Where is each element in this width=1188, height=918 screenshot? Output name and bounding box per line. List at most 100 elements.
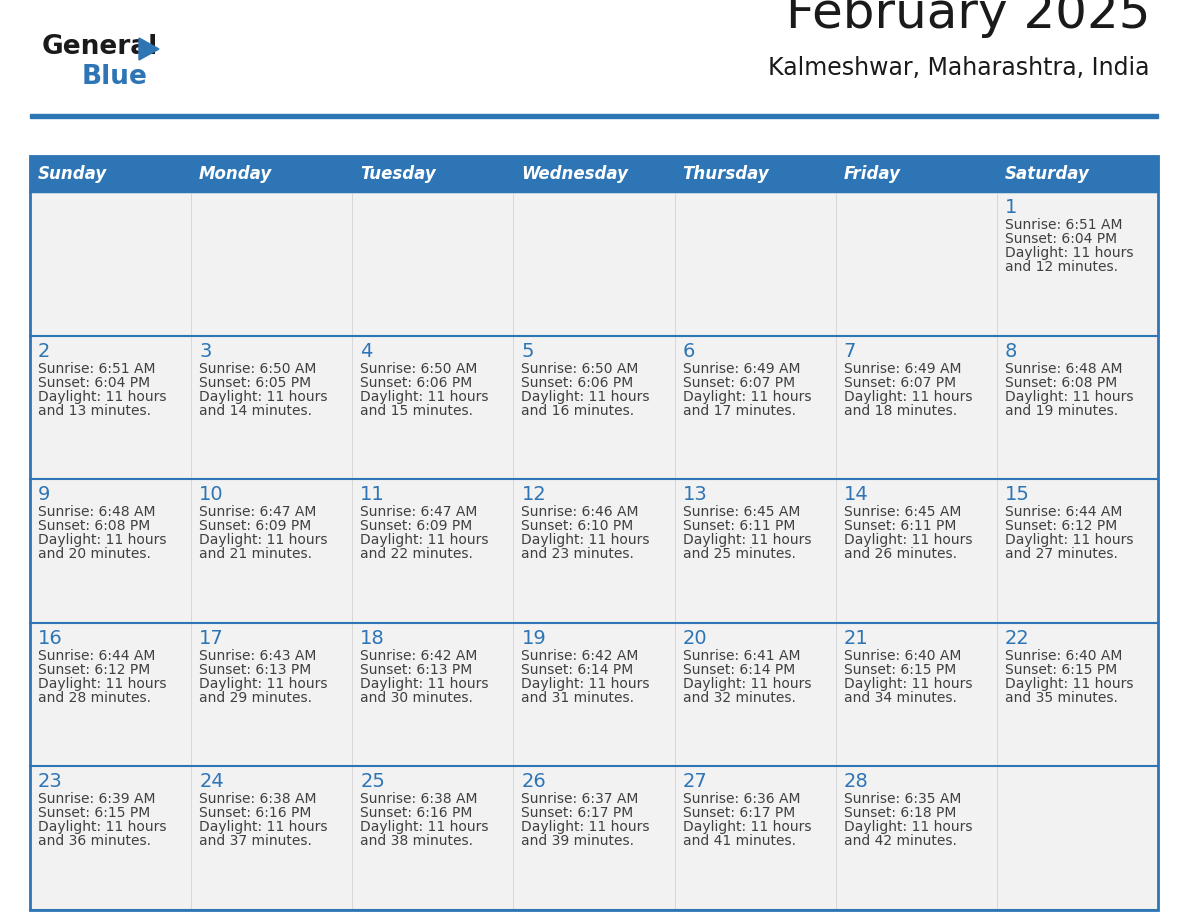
Text: Sunset: 6:13 PM: Sunset: 6:13 PM <box>200 663 311 677</box>
Text: and 30 minutes.: and 30 minutes. <box>360 691 473 705</box>
Text: Kalmeshwar, Maharashtra, India: Kalmeshwar, Maharashtra, India <box>769 56 1150 80</box>
Text: Thursday: Thursday <box>683 165 770 183</box>
Text: and 20 minutes.: and 20 minutes. <box>38 547 151 561</box>
Text: Sunset: 6:11 PM: Sunset: 6:11 PM <box>683 520 795 533</box>
Bar <box>30 622 1158 767</box>
Text: Sunrise: 6:51 AM: Sunrise: 6:51 AM <box>38 362 156 375</box>
Text: Sunrise: 6:51 AM: Sunrise: 6:51 AM <box>1005 218 1123 232</box>
Text: Sunrise: 6:44 AM: Sunrise: 6:44 AM <box>38 649 156 663</box>
Text: Sunset: 6:16 PM: Sunset: 6:16 PM <box>200 806 311 821</box>
Text: 8: 8 <box>1005 341 1017 361</box>
Text: and 29 minutes.: and 29 minutes. <box>200 691 312 705</box>
Text: and 34 minutes.: and 34 minutes. <box>843 691 956 705</box>
Text: General: General <box>42 34 158 60</box>
Text: Daylight: 11 hours: Daylight: 11 hours <box>522 389 650 404</box>
Text: 17: 17 <box>200 629 223 648</box>
Bar <box>835 156 997 192</box>
Text: Daylight: 11 hours: Daylight: 11 hours <box>38 821 166 834</box>
Text: Daylight: 11 hours: Daylight: 11 hours <box>200 389 328 404</box>
Bar <box>30 479 1158 622</box>
Text: Sunset: 6:14 PM: Sunset: 6:14 PM <box>522 663 633 677</box>
Text: and 15 minutes.: and 15 minutes. <box>360 404 473 418</box>
Text: Blue: Blue <box>82 64 147 90</box>
Text: Sunrise: 6:49 AM: Sunrise: 6:49 AM <box>683 362 800 375</box>
Text: Sunset: 6:18 PM: Sunset: 6:18 PM <box>843 806 956 821</box>
Text: 5: 5 <box>522 341 533 361</box>
Text: and 23 minutes.: and 23 minutes. <box>522 547 634 561</box>
Text: Sunset: 6:09 PM: Sunset: 6:09 PM <box>360 520 473 533</box>
Text: 3: 3 <box>200 341 211 361</box>
Text: Sunset: 6:12 PM: Sunset: 6:12 PM <box>1005 520 1117 533</box>
Text: Daylight: 11 hours: Daylight: 11 hours <box>522 677 650 691</box>
Text: Daylight: 11 hours: Daylight: 11 hours <box>1005 677 1133 691</box>
Text: and 41 minutes.: and 41 minutes. <box>683 834 796 848</box>
Text: 13: 13 <box>683 486 707 504</box>
Text: and 22 minutes.: and 22 minutes. <box>360 547 473 561</box>
Text: Daylight: 11 hours: Daylight: 11 hours <box>683 533 811 547</box>
Text: Sunset: 6:11 PM: Sunset: 6:11 PM <box>843 520 956 533</box>
Text: Sunrise: 6:40 AM: Sunrise: 6:40 AM <box>843 649 961 663</box>
Text: and 38 minutes.: and 38 minutes. <box>360 834 473 848</box>
Text: Sunrise: 6:50 AM: Sunrise: 6:50 AM <box>200 362 316 375</box>
Text: Daylight: 11 hours: Daylight: 11 hours <box>360 677 488 691</box>
Text: Sunset: 6:09 PM: Sunset: 6:09 PM <box>200 520 311 533</box>
Text: Sunset: 6:17 PM: Sunset: 6:17 PM <box>522 806 633 821</box>
Text: Daylight: 11 hours: Daylight: 11 hours <box>200 533 328 547</box>
Text: Daylight: 11 hours: Daylight: 11 hours <box>843 677 972 691</box>
Text: Sunrise: 6:44 AM: Sunrise: 6:44 AM <box>1005 505 1123 520</box>
Bar <box>513 156 675 192</box>
Text: Sunset: 6:04 PM: Sunset: 6:04 PM <box>1005 232 1117 246</box>
Text: Sunset: 6:12 PM: Sunset: 6:12 PM <box>38 663 150 677</box>
Text: Sunrise: 6:48 AM: Sunrise: 6:48 AM <box>1005 362 1123 375</box>
Text: Daylight: 11 hours: Daylight: 11 hours <box>683 677 811 691</box>
Text: 26: 26 <box>522 772 546 791</box>
Text: Sunset: 6:15 PM: Sunset: 6:15 PM <box>38 806 150 821</box>
Text: 22: 22 <box>1005 629 1030 648</box>
Text: Sunset: 6:14 PM: Sunset: 6:14 PM <box>683 663 795 677</box>
Text: Daylight: 11 hours: Daylight: 11 hours <box>843 821 972 834</box>
Text: and 42 minutes.: and 42 minutes. <box>843 834 956 848</box>
Text: Sunset: 6:08 PM: Sunset: 6:08 PM <box>38 520 150 533</box>
Text: Daylight: 11 hours: Daylight: 11 hours <box>200 677 328 691</box>
Text: Tuesday: Tuesday <box>360 165 436 183</box>
Text: and 16 minutes.: and 16 minutes. <box>522 404 634 418</box>
Text: and 21 minutes.: and 21 minutes. <box>200 547 312 561</box>
Text: Sunset: 6:15 PM: Sunset: 6:15 PM <box>1005 663 1117 677</box>
Text: Daylight: 11 hours: Daylight: 11 hours <box>38 677 166 691</box>
Text: and 25 minutes.: and 25 minutes. <box>683 547 796 561</box>
Text: Friday: Friday <box>843 165 901 183</box>
Text: 9: 9 <box>38 486 50 504</box>
Text: and 18 minutes.: and 18 minutes. <box>843 404 956 418</box>
Text: 25: 25 <box>360 772 385 791</box>
Text: Daylight: 11 hours: Daylight: 11 hours <box>843 389 972 404</box>
Text: 16: 16 <box>38 629 63 648</box>
Bar <box>30 336 1158 479</box>
Text: Sunset: 6:08 PM: Sunset: 6:08 PM <box>1005 375 1117 389</box>
Text: 2: 2 <box>38 341 50 361</box>
Text: Wednesday: Wednesday <box>522 165 628 183</box>
Bar <box>191 156 353 192</box>
Text: Sunrise: 6:50 AM: Sunrise: 6:50 AM <box>522 362 639 375</box>
Text: Daylight: 11 hours: Daylight: 11 hours <box>360 533 488 547</box>
Text: Sunrise: 6:35 AM: Sunrise: 6:35 AM <box>843 792 961 806</box>
Text: Daylight: 11 hours: Daylight: 11 hours <box>683 821 811 834</box>
Text: and 39 minutes.: and 39 minutes. <box>522 834 634 848</box>
Text: 27: 27 <box>683 772 707 791</box>
Text: Daylight: 11 hours: Daylight: 11 hours <box>38 389 166 404</box>
Text: Sunrise: 6:48 AM: Sunrise: 6:48 AM <box>38 505 156 520</box>
Text: Monday: Monday <box>200 165 272 183</box>
Text: 28: 28 <box>843 772 868 791</box>
Text: Daylight: 11 hours: Daylight: 11 hours <box>683 389 811 404</box>
Bar <box>675 156 835 192</box>
Text: Daylight: 11 hours: Daylight: 11 hours <box>522 821 650 834</box>
Bar <box>30 114 1158 118</box>
Text: 7: 7 <box>843 341 857 361</box>
Text: February 2025: February 2025 <box>785 0 1150 38</box>
Text: Daylight: 11 hours: Daylight: 11 hours <box>360 821 488 834</box>
Text: 12: 12 <box>522 486 546 504</box>
Text: 6: 6 <box>683 341 695 361</box>
Bar <box>30 156 1158 910</box>
Text: 23: 23 <box>38 772 63 791</box>
Text: and 36 minutes.: and 36 minutes. <box>38 834 151 848</box>
Text: Sunrise: 6:39 AM: Sunrise: 6:39 AM <box>38 792 156 806</box>
